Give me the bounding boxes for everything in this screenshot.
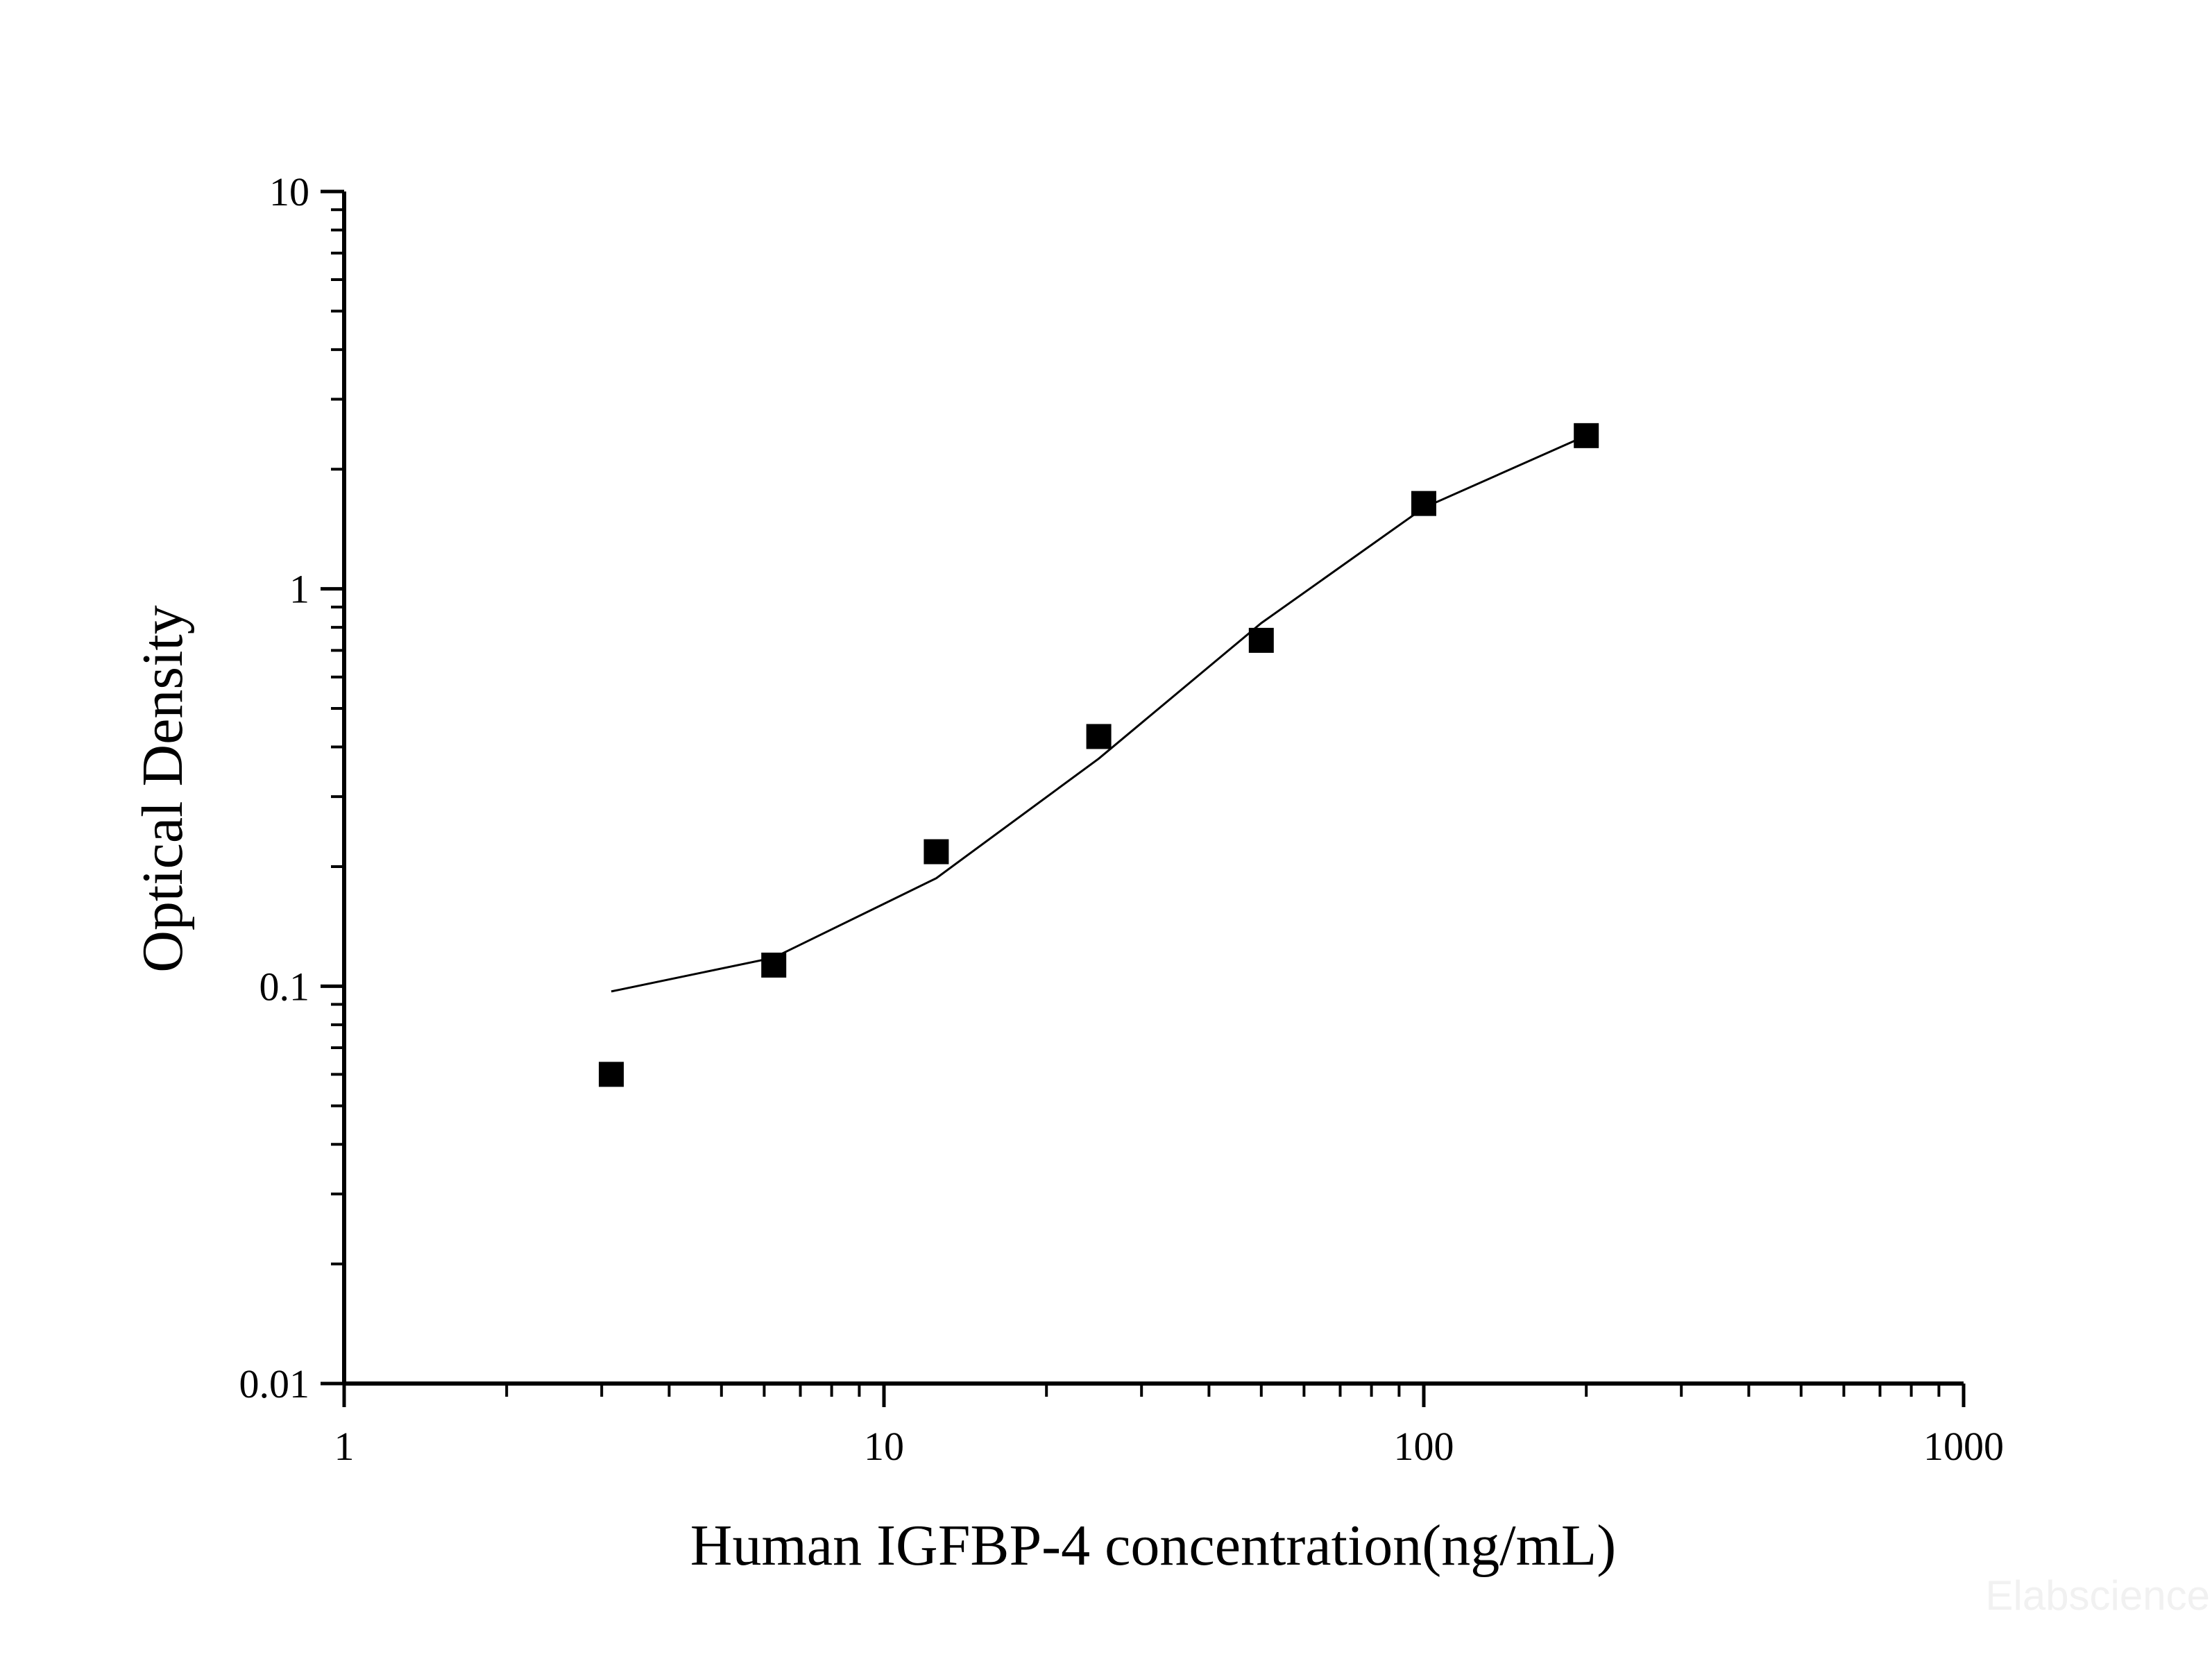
y-axis-ticks: 0.01 0.1 1 10 [239,169,344,1406]
x-tick-label: 1 [334,1424,355,1469]
x-tick-label: 100 [1394,1424,1454,1469]
data-points [598,423,1599,1087]
data-point [598,1062,624,1087]
y-tick-label: 0.01 [239,1361,310,1406]
y-axis-title: Optical Density [130,605,195,973]
axes [342,192,1964,1386]
fit-curve [611,434,1587,993]
y-tick-label: 0.1 [260,964,310,1009]
x-axis-title: Human IGFBP-4 concentration(ng/mL) [690,1513,1616,1578]
x-axis-ticks: 1 10 100 1000 [334,1384,2004,1469]
data-point [924,839,949,865]
data-point [1574,423,1599,448]
y-tick-label: 10 [269,169,309,214]
data-point [1411,491,1436,516]
x-tick-label: 1000 [1923,1424,2004,1469]
watermark: Elabscience [1985,1572,2210,1619]
fit-line [611,434,1587,993]
x-tick-label: 10 [864,1424,904,1469]
data-point [761,952,787,978]
data-point [1086,724,1112,749]
y-tick-label: 1 [289,567,309,612]
data-point [1248,627,1274,653]
